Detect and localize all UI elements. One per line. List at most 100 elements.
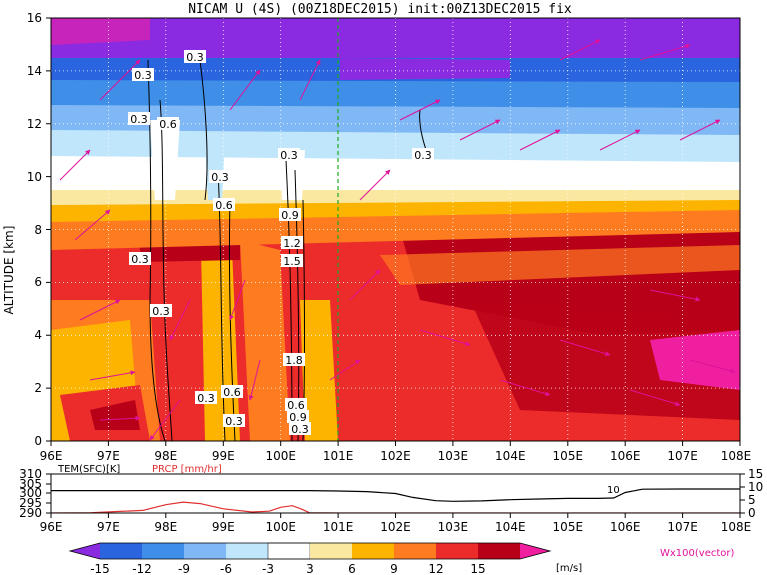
right-y-tick: 15 [748,467,763,481]
colorbar-swatch [142,543,184,559]
colorbar-level: 3 [306,562,314,575]
colorbar-swatch [352,543,394,559]
colorbar-unit: [m/s] [556,563,582,574]
colorbar-level: -3 [262,562,274,575]
y-tick-label: 12 [27,117,42,131]
colorbar-swatch [436,543,478,559]
contour-label: 1.5 [281,254,303,268]
contour-label: 1.8 [283,353,305,367]
contour-label: 0.6 [221,385,243,399]
x-tick-label: 96E [40,520,63,534]
x-tick-label: 106E [610,449,641,463]
right-y-tick: 0 [748,506,756,520]
svg-text:0.3: 0.3 [152,305,170,318]
colorbar-swatch [394,543,436,559]
x-tick-label: 101E [323,520,354,534]
right-y-tick: 5 [748,493,756,507]
x-tick-label: 98E [154,520,177,534]
x-tick-label: 108E [721,520,752,534]
contour-label: 0.6 [157,117,179,131]
x-tick-label: 97E [97,449,120,463]
colorbar-level: 6 [348,562,356,575]
precipitation-line [51,501,740,513]
left-y-tick: 305 [19,477,42,491]
x-tick-label: 101E [323,449,354,463]
contour-label: 0.3 [209,170,231,184]
contour-label: 0.3 [289,422,311,436]
colorbar-swatch [226,543,268,559]
svg-text:0.9: 0.9 [281,209,299,222]
colorbar-swatch [100,543,142,559]
colorbar-swatch [184,543,226,559]
contour-label: 0.3 [132,68,154,82]
contour-labels: 0.3 0.3 0.3 0.6 0.3 0.3 0.6 0.9 1.2 1.5 … [128,50,434,436]
contour-label: 0.3 [150,304,172,318]
x-tick-label: 107E [667,520,698,534]
temp-label: TEM(SFC)[K] [57,464,120,475]
colorbar-level: -6 [220,562,232,575]
svg-text:0.3: 0.3 [414,149,432,162]
y-tick-label: 4 [34,328,42,342]
y-tick-label: 16 [27,11,42,25]
x-tick-label: 104E [495,449,526,463]
svg-text:0.6: 0.6 [223,386,241,399]
y-axis-label: ALTITUDE [km] [2,226,16,315]
contour-label: 0.6 [285,398,307,412]
chart-title: NICAM U (4S) (00Z18DEC2015) init:00Z13DE… [188,2,572,17]
right-y-tick: 10 [748,480,763,494]
colorbar-swatch [310,543,352,559]
svg-text:0.6: 0.6 [159,118,177,131]
wind-vectors [59,39,736,441]
x-tick-label: 103E [438,449,469,463]
svg-text:0.6: 0.6 [215,199,233,212]
x-tick-label: 97E [97,520,120,534]
colorbar-left-arrow [70,543,100,559]
colorbar-level: 9 [390,562,398,575]
x-tick-label: 107E [667,449,698,463]
svg-text:0.3: 0.3 [211,171,229,184]
vector-legend-label: Wx100(vector) [660,548,735,559]
annotation-label: 10 [607,485,620,496]
prcp-label: PRCP [mm/hr] [152,464,222,475]
contour-label: 0.9 [279,208,301,222]
svg-text:0.6: 0.6 [287,399,305,412]
contour-label: 0.3 [223,414,245,428]
main-x-axis: 96E 97E 98E 99E 100E 101E 102E 103E 104E… [40,441,751,463]
x-tick-label: 100E [265,449,296,463]
colorbar-swatch [267,542,311,560]
svg-text:0.3: 0.3 [280,149,298,162]
temperature-line [51,488,740,502]
contour-label: 0.3 [184,50,206,64]
x-tick-label: 106E [610,520,641,534]
x-tick-label: 99E [212,520,235,534]
x-tick-label: 105E [553,449,584,463]
colorbar-level: 15 [470,562,485,575]
svg-text:0.3: 0.3 [197,392,215,405]
left-y-tick: 290 [19,506,42,520]
colorbar-level: -9 [178,562,190,575]
colorbar-level: -12 [132,562,152,575]
main-y-axis: 0 2 4 6 8 10 12 14 16 ALTITUDE [km] [2,11,51,448]
x-tick-label: 99E [212,449,235,463]
y-tick-label: 8 [34,223,42,237]
x-tick-label: 103E [438,520,469,534]
svg-text:0.3: 0.3 [130,113,148,126]
contour-label: 0.3 [412,148,434,162]
y-tick-label: 0 [34,434,42,448]
contour-label: 0.3 [128,112,150,126]
y-tick-label: 6 [34,275,42,289]
svg-text:1.2: 1.2 [283,237,301,250]
contour-label: 0.6 [213,198,235,212]
x-tick-label: 104E [495,520,526,534]
svg-text:0.9: 0.9 [289,411,307,424]
svg-text:1.5: 1.5 [283,255,301,268]
x-tick-label: 105E [553,520,584,534]
left-y-tick: 300 [19,486,42,500]
colorbar-swatch [478,543,520,559]
left-y-tick: 295 [19,496,42,510]
svg-text:0.3: 0.3 [291,423,309,436]
y-tick-label: 10 [27,170,42,184]
svg-text:0.3: 0.3 [131,253,149,266]
x-tick-label: 96E [40,449,63,463]
svg-text:0.3: 0.3 [186,51,204,64]
